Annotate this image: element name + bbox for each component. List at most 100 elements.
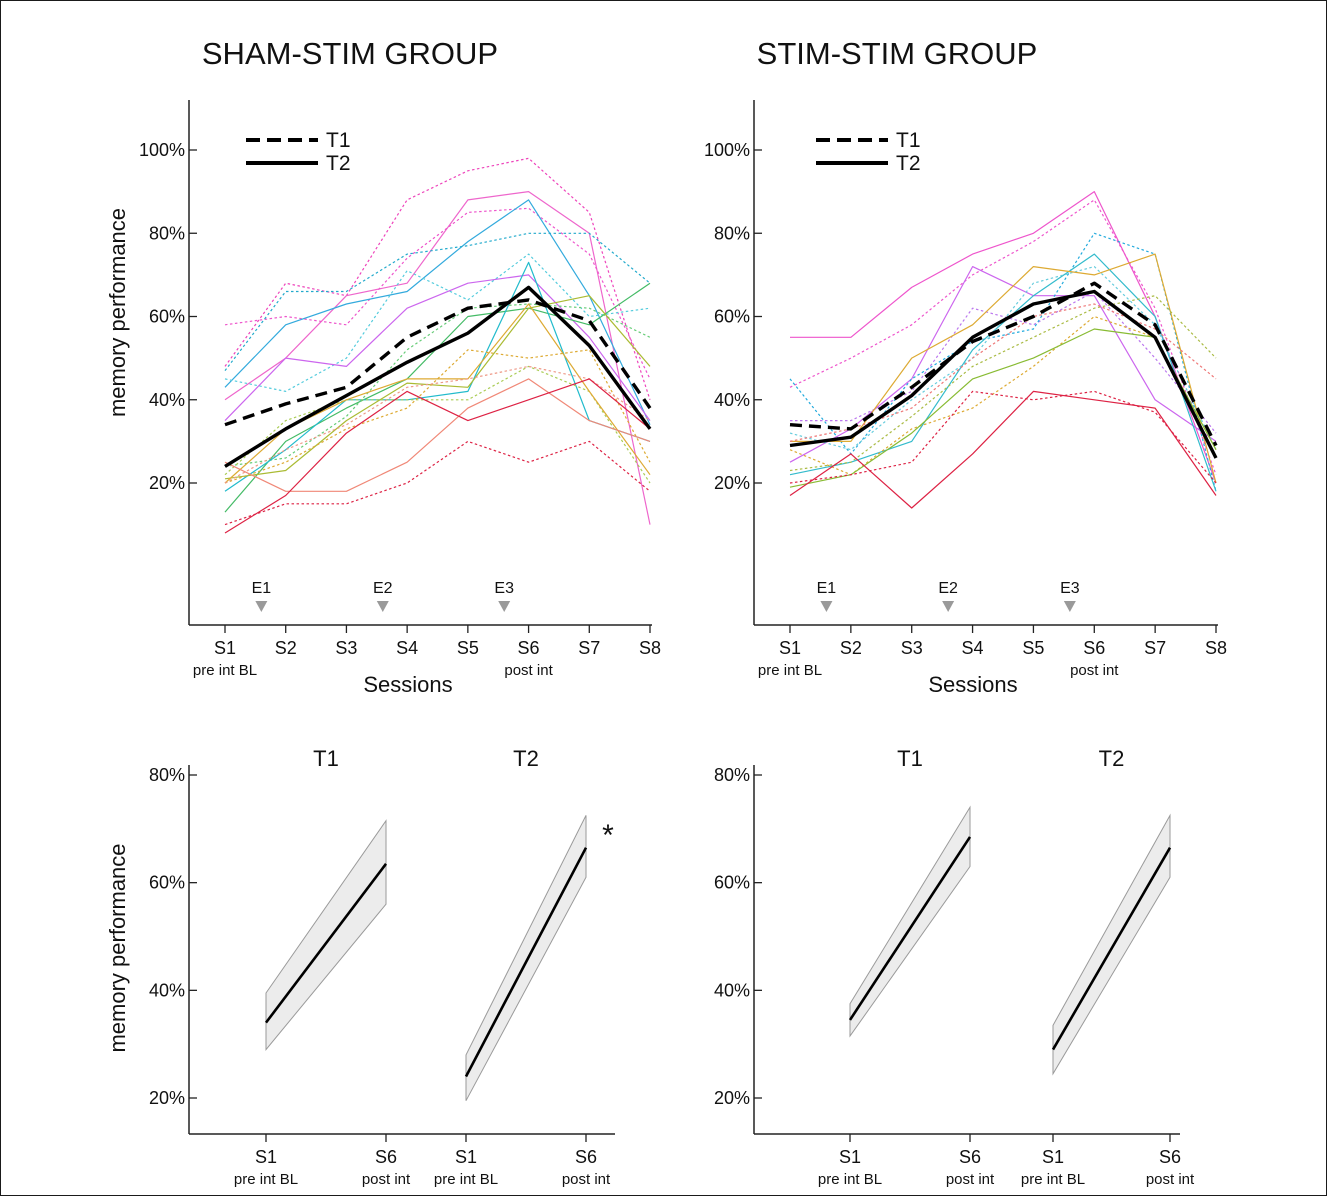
x-tick-label: S1 [839, 1147, 861, 1167]
series-line [224, 378, 651, 492]
y-tick-label: 80% [149, 765, 185, 785]
series-line [224, 365, 651, 484]
legend-label: T2 [896, 152, 921, 175]
x-tick-label: S6 [575, 1147, 597, 1167]
series-line [789, 266, 1217, 463]
mean-series-line [224, 298, 652, 427]
pre-post-chart-2: 20% 40% 60% 80% T1 S1 pre int BL S6 post int T2 S1… [714, 746, 1195, 1188]
series-line [224, 232, 651, 371]
y-axis-label: memory performance [105, 208, 130, 417]
series-line [789, 303, 1217, 442]
event-label: E1 [252, 580, 272, 597]
event-marker [1063, 601, 1076, 612]
chart-title: STIM-STIM GROUP [757, 36, 1038, 71]
x-tick-sublabel: post int [946, 1171, 995, 1188]
series-line [224, 207, 651, 380]
y-tick-label: 100% [139, 140, 185, 160]
series-line [224, 253, 651, 392]
panel-label: T2 [513, 746, 539, 771]
x-tick-label: S6 [518, 638, 540, 658]
series-line [789, 266, 1217, 451]
y-tick-label: 60% [149, 307, 185, 327]
event-label: E3 [494, 580, 514, 597]
mean-line [264, 863, 388, 1024]
series-line [224, 295, 651, 480]
x-tick-label: S7 [1144, 638, 1166, 658]
x-tick-label: S1 [214, 638, 236, 658]
mean-series-line [789, 289, 1218, 459]
chart-title: SHAM-STIM GROUP [202, 36, 498, 71]
event-marker [942, 601, 955, 612]
legend-label: T1 [896, 129, 921, 152]
x-tick-sublabel: pre int BL [1021, 1171, 1085, 1188]
series-line [789, 232, 1217, 492]
y-tick-label: 20% [714, 473, 750, 493]
x-tick-sublabel: post int [504, 662, 553, 679]
event-label: E2 [938, 580, 958, 597]
mean-line [1051, 847, 1172, 1051]
event-label: E1 [817, 580, 837, 597]
panel-label: T2 [1099, 746, 1125, 771]
y-tick-label: 80% [149, 223, 185, 243]
y-tick-label: 100% [704, 140, 750, 160]
sessions-chart-2: STIM-STIM GROUP 20% 40% 60% 80% 100% S1 pre int… [704, 36, 1227, 697]
x-tick-sublabel: pre int BL [193, 662, 257, 679]
series-line [224, 365, 651, 484]
series-line [789, 253, 1217, 492]
x-tick-label: S8 [639, 638, 661, 658]
x-tick-label: S3 [335, 638, 357, 658]
event-marker [498, 601, 511, 612]
event-label: E2 [373, 580, 393, 597]
confidence-band [1052, 813, 1171, 1076]
series-line [224, 157, 651, 400]
x-tick-sublabel: pre int BL [818, 1171, 882, 1188]
x-tick-label: S6 [1083, 638, 1105, 658]
series-line [224, 349, 651, 484]
x-tick-label: S4 [962, 638, 984, 658]
x-tick-sublabel: post int [1146, 1171, 1195, 1188]
series-line [224, 274, 651, 422]
y-tick-label: 80% [714, 223, 750, 243]
x-tick-label: S5 [457, 638, 479, 658]
confidence-band [265, 819, 387, 1051]
pre-post-chart-1: 20% 40% 60% 80% memory performance T1 S1 pre in… [105, 746, 615, 1188]
event-marker [255, 601, 268, 612]
series-line [224, 199, 651, 425]
confidence-band [465, 815, 587, 1101]
series-line [789, 390, 1217, 509]
series-line [789, 328, 1217, 488]
y-tick-label: 40% [149, 980, 185, 1000]
x-axis-label: Sessions [928, 672, 1017, 697]
legend-label: T2 [326, 152, 351, 175]
y-tick-label: 40% [714, 390, 750, 410]
y-tick-label: 40% [149, 390, 185, 410]
series-line [789, 390, 1217, 484]
x-tick-label: S4 [396, 638, 418, 658]
x-tick-label: S2 [840, 638, 862, 658]
y-tick-label: 60% [714, 873, 750, 893]
mean-line [848, 836, 972, 1021]
x-tick-sublabel: post int [362, 1171, 411, 1188]
series-line [224, 303, 651, 484]
y-tick-label: 20% [149, 473, 185, 493]
y-tick-label: 80% [714, 765, 750, 785]
x-tick-label: S6 [375, 1147, 397, 1167]
series-line [789, 199, 1217, 475]
x-tick-sublabel: post int [562, 1171, 611, 1188]
sessions-chart-1: SHAM-STIM GROUP 20% 40% 60% 80% 100% S1 pre int… [105, 36, 661, 697]
series-line [224, 440, 651, 526]
series-line [224, 191, 651, 525]
x-axis-label: Sessions [363, 672, 452, 697]
y-tick-label: 60% [149, 873, 185, 893]
event-label: E3 [1060, 580, 1080, 597]
x-tick-sublabel: pre int BL [234, 1171, 298, 1188]
x-tick-label: S1 [455, 1147, 477, 1167]
panel-label: T1 [313, 746, 339, 771]
mean-line [464, 847, 588, 1078]
series-line [789, 315, 1217, 476]
x-tick-label: S8 [1205, 638, 1227, 658]
series-line [790, 191, 1217, 484]
mean-series-line [224, 285, 652, 468]
